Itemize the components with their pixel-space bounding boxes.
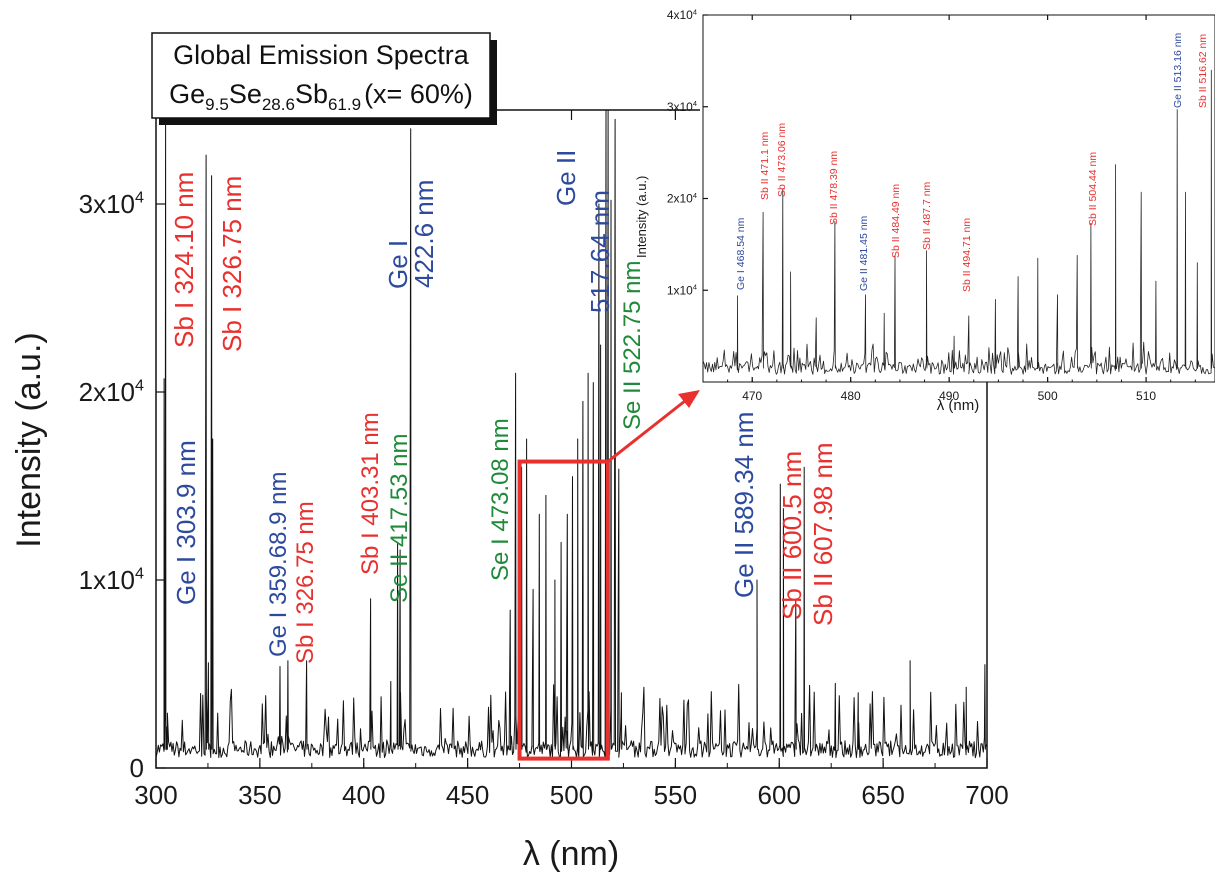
title-line-1: Global Emission Spectra [173, 40, 470, 70]
main-spectrum-chart: 300 350 400 450 500 550 600 650 70001x1042x1043x… [10, 109, 1009, 873]
y-tick-base: 2x10 [79, 377, 135, 407]
x-tick-label: 500 [1038, 389, 1058, 403]
peak-annotation: 517.64 nm [585, 190, 615, 313]
inset-plot-frame [702, 14, 1215, 383]
y-tick-label: 0 [130, 753, 144, 783]
y-tick-base: 3x10 [79, 189, 135, 219]
main-tick-labels: 300 350 400 450 500 550 600 650 70001x1042x1043x… [79, 189, 1009, 810]
inset-peak-annotation: Ge II 481.45 nm [858, 215, 870, 291]
x-tick-label: 470 [742, 389, 762, 403]
peak-annotation: Ge II 589.34 nm [729, 412, 759, 598]
peak-annotation: Sb I 403.31 nm [357, 412, 384, 575]
peak-annotation: Ge I 359.68.9 nm [265, 472, 292, 657]
y-tick-exponent: 4 [693, 283, 697, 292]
y-tick-label: 1x104 [79, 565, 144, 595]
y-tick-exponent: 4 [693, 7, 697, 16]
title-line-2: Ge9.5Se28.6Sb61.9 (x= 60%) [169, 79, 473, 114]
inset-peak-annotation: Sb II 471.1 nm [759, 131, 771, 200]
inset-peak-annotation: Ge I 468.54 nm [735, 217, 747, 290]
inset-peak-annotation: Sb II 478.39 nm [828, 151, 840, 225]
y-tick-base: 3x10 [667, 100, 693, 114]
inset-peak-annotation: Ge II 513.16 nm [1172, 32, 1184, 108]
peak-annotation: Se I 473.08 nm [487, 418, 514, 581]
zoom-region-box [517, 459, 610, 761]
main-x-axis-label: λ (nm) [523, 835, 619, 873]
peak-annotation: Sb II 607.98 nm [808, 442, 838, 626]
main-spectrum-line [155, 109, 988, 759]
inset-peak-annotation: Sb II 484.49 nm [890, 184, 902, 258]
y-tick-exponent: 4 [693, 99, 697, 108]
x-tick-label: 700 [965, 780, 1008, 810]
main-y-axis-label: Intensity (a.u.) [10, 332, 48, 547]
peak-annotation: Sb II 600.5 nm [777, 451, 807, 620]
y-tick-label: 1x104 [667, 283, 697, 298]
x-tick-label: 510 [1136, 389, 1156, 403]
peak-annotation: Ge I [383, 240, 413, 289]
x-tick-label: 650 [861, 780, 904, 810]
x-tick-label: 490 [939, 389, 959, 403]
x-tick-label: 300 [134, 780, 177, 810]
x-tick-label: 500 [550, 780, 593, 810]
y-tick-exponent: 4 [135, 565, 144, 583]
y-tick-base: 2x10 [667, 192, 693, 206]
x-tick-label: 480 [841, 389, 861, 403]
y-tick-label: 2x104 [667, 191, 697, 206]
zoom-arrow [606, 395, 691, 463]
peak-annotation: Sb I 324.10 nm [169, 172, 199, 348]
inset-background [700, 10, 1215, 382]
x-tick-label: 550 [654, 780, 697, 810]
y-tick-base: 1x10 [79, 565, 135, 595]
inset-peak-annotations: Ge I 468.54 nm Sb II 471.1 nm Sb II 473.06… [735, 32, 1209, 292]
inset-peak-annotation: Sb II 487.7 nm [921, 181, 933, 250]
inset-y-axis-label: Intensity (a.u.) [634, 176, 649, 258]
peak-annotation: Se II 417.53 nm [386, 434, 413, 603]
x-tick-label: 600 [758, 780, 801, 810]
y-tick-base: 0 [130, 753, 144, 783]
y-tick-base: 4x10 [667, 8, 693, 22]
inset-peak-annotation: Sb II 473.06 nm [776, 123, 788, 197]
x-tick-label: 450 [446, 780, 489, 810]
y-tick-label: 3x104 [667, 99, 697, 114]
main-peak-annotations: Ge I 303.9 nm Sb I 324.10 nm Sb I 326.75 n… [169, 150, 838, 664]
peak-annotation: Ge I 303.9 nm [171, 440, 201, 605]
y-tick-label: 3x104 [79, 189, 144, 219]
title-box-frame [151, 32, 491, 119]
y-tick-exponent: 4 [135, 189, 144, 207]
inset-peak-annotation: Sb II 516.62 nm [1197, 34, 1209, 108]
main-plot-frame [155, 109, 988, 769]
x-tick-label: 400 [342, 780, 385, 810]
x-tick-label: 350 [238, 780, 281, 810]
y-tick-exponent: 4 [693, 191, 697, 200]
zoom-arrow-head [678, 390, 700, 408]
inset-peak-annotation: Sb II 494.71 nm [961, 218, 973, 292]
y-tick-label: 2x104 [79, 377, 144, 407]
peak-annotation: Sb I 326.75 nm [217, 176, 247, 352]
peak-annotation: Ge II [551, 150, 581, 206]
inset-x-axis-label: λ (nm) [937, 397, 980, 414]
peak-annotation: Sb I 326.75 nm [292, 501, 319, 664]
inset-spectrum-line [702, 69, 1215, 375]
title-box: Global Emission Spectra Ge9.5Se28.6Sb61.… [151, 32, 497, 125]
y-tick-label: 4x104 [667, 7, 697, 22]
inset-peak-annotation: Sb II 504.44 nm [1087, 152, 1099, 226]
peak-annotation: 422.6 nm [409, 180, 439, 288]
y-tick-base: 1x10 [667, 283, 693, 297]
peak-annotation: Se II 522.75 nm [619, 261, 646, 430]
y-tick-exponent: 4 [135, 377, 144, 395]
